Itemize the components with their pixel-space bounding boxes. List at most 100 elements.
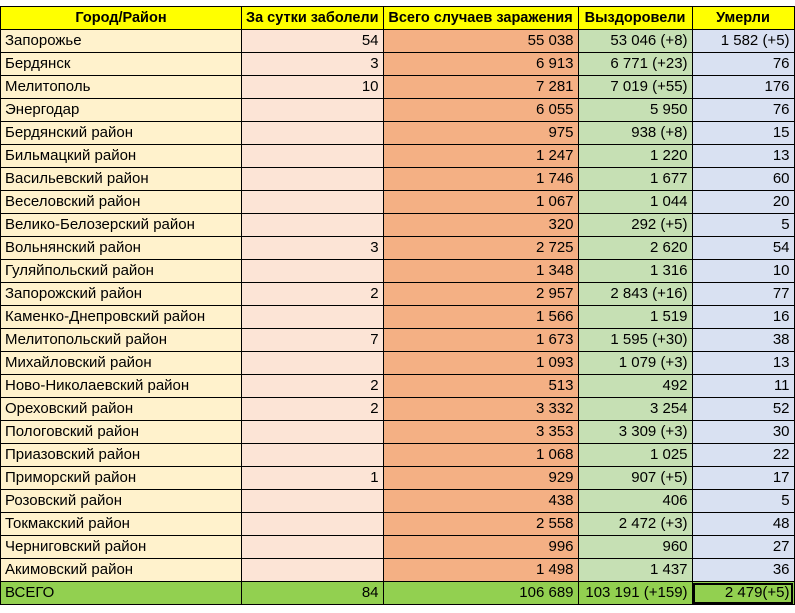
cell-recovered[interactable]: 907 (+5) [577, 466, 693, 490]
cell-total[interactable]: 975 [382, 121, 579, 145]
cell-total[interactable]: 1 068 [382, 443, 579, 467]
cell-daily[interactable] [241, 489, 384, 513]
cell-died[interactable]: 1 582 (+5) [691, 29, 795, 53]
cell-city[interactable]: Розовский район [0, 489, 242, 513]
cell-total[interactable]: 3 353 [382, 420, 579, 444]
cell-daily[interactable]: 1 [241, 466, 384, 490]
cell-died[interactable]: 5 [691, 489, 795, 513]
cell-daily[interactable] [241, 558, 384, 582]
header-total[interactable]: Всего случаев заражения [382, 6, 579, 30]
cell-total[interactable]: 7 281 [382, 75, 579, 99]
cell-total[interactable]: 1 746 [382, 167, 579, 191]
cell-daily[interactable] [241, 121, 384, 145]
cell-died[interactable]: 11 [691, 374, 795, 398]
cell-city[interactable]: Токмакский район [0, 512, 242, 536]
cell-recovered[interactable]: 1 220 [577, 144, 693, 168]
total-total-cell[interactable]: 106 689 [382, 581, 579, 605]
total-city-cell[interactable]: ВСЕГО [0, 581, 242, 605]
cell-recovered[interactable]: 3 254 [577, 397, 693, 421]
cell-city[interactable]: Васильевский район [0, 167, 242, 191]
cell-recovered[interactable]: 1 079 (+3) [577, 351, 693, 375]
total-daily-cell[interactable]: 84 [241, 581, 384, 605]
cell-recovered[interactable]: 1 044 [577, 190, 693, 214]
cell-died[interactable]: 77 [691, 282, 795, 306]
header-recovered[interactable]: Выздоровели [577, 6, 693, 30]
cell-total[interactable]: 2 957 [382, 282, 579, 306]
cell-died[interactable]: 38 [691, 328, 795, 352]
cell-daily[interactable] [241, 213, 384, 237]
cell-total[interactable]: 1 067 [382, 190, 579, 214]
cell-daily[interactable] [241, 190, 384, 214]
cell-died[interactable]: 60 [691, 167, 795, 191]
cell-died[interactable]: 16 [691, 305, 795, 329]
cell-total[interactable]: 1 566 [382, 305, 579, 329]
cell-daily[interactable] [241, 259, 384, 283]
cell-city[interactable]: Ново-Николаевский район [0, 374, 242, 398]
cell-city[interactable]: Пологовский район [0, 420, 242, 444]
cell-daily[interactable] [241, 98, 384, 122]
cell-recovered[interactable]: 1 025 [577, 443, 693, 467]
cell-city[interactable]: Каменко-Днепровский район [0, 305, 242, 329]
cell-total[interactable]: 3 332 [382, 397, 579, 421]
cell-died[interactable]: 52 [691, 397, 795, 421]
header-died[interactable]: Умерли [691, 6, 795, 30]
cell-recovered[interactable]: 5 950 [577, 98, 693, 122]
cell-city[interactable]: Бильмацкий район [0, 144, 242, 168]
cell-total[interactable]: 2 558 [382, 512, 579, 536]
cell-daily[interactable] [241, 144, 384, 168]
cell-died[interactable]: 30 [691, 420, 795, 444]
cell-city[interactable]: Черниговский район [0, 535, 242, 559]
cell-recovered[interactable]: 2 843 (+16) [577, 282, 693, 306]
cell-city[interactable]: Запорожье [0, 29, 242, 53]
cell-city[interactable]: Веселовский район [0, 190, 242, 214]
cell-total[interactable]: 1 348 [382, 259, 579, 283]
cell-daily[interactable]: 3 [241, 52, 384, 76]
cell-daily[interactable] [241, 512, 384, 536]
cell-died[interactable]: 76 [691, 52, 795, 76]
cell-recovered[interactable]: 2 472 (+3) [577, 512, 693, 536]
cell-died[interactable]: 54 [691, 236, 795, 260]
cell-died[interactable]: 13 [691, 144, 795, 168]
cell-city[interactable]: Ореховский район [0, 397, 242, 421]
cell-total[interactable]: 320 [382, 213, 579, 237]
cell-total[interactable]: 996 [382, 535, 579, 559]
total-recovered-cell[interactable]: 103 191 (+159) [577, 581, 693, 605]
cell-daily[interactable] [241, 167, 384, 191]
cell-city[interactable]: Бердянский район [0, 121, 242, 145]
cell-died[interactable]: 17 [691, 466, 795, 490]
cell-recovered[interactable]: 492 [577, 374, 693, 398]
cell-city[interactable]: Приазовский район [0, 443, 242, 467]
cell-died[interactable]: 10 [691, 259, 795, 283]
cell-daily[interactable] [241, 535, 384, 559]
cell-died[interactable]: 22 [691, 443, 795, 467]
cell-recovered[interactable]: 292 (+5) [577, 213, 693, 237]
cell-daily[interactable]: 2 [241, 397, 384, 421]
cell-died[interactable]: 27 [691, 535, 795, 559]
cell-city[interactable]: Гуляйпольский район [0, 259, 242, 283]
cell-daily[interactable]: 7 [241, 328, 384, 352]
cell-total[interactable]: 6 913 [382, 52, 579, 76]
cell-total[interactable]: 929 [382, 466, 579, 490]
cell-city[interactable]: Энергодар [0, 98, 242, 122]
cell-total[interactable]: 1 093 [382, 351, 579, 375]
cell-total[interactable]: 2 725 [382, 236, 579, 260]
cell-city[interactable]: Вольнянский район [0, 236, 242, 260]
cell-daily[interactable] [241, 420, 384, 444]
cell-daily[interactable]: 3 [241, 236, 384, 260]
cell-daily[interactable] [241, 351, 384, 375]
cell-city[interactable]: Приморский район [0, 466, 242, 490]
cell-daily[interactable]: 2 [241, 374, 384, 398]
cell-city[interactable]: Акимовский район [0, 558, 242, 582]
cell-recovered[interactable]: 3 309 (+3) [577, 420, 693, 444]
cell-recovered[interactable]: 1 677 [577, 167, 693, 191]
cell-died[interactable]: 36 [691, 558, 795, 582]
cell-city[interactable]: Запорожский район [0, 282, 242, 306]
cell-city[interactable]: Мелитополь [0, 75, 242, 99]
cell-recovered[interactable]: 53 046 (+8) [577, 29, 693, 53]
cell-recovered[interactable]: 406 [577, 489, 693, 513]
total-died-cell[interactable]: 2 479(+5) [691, 581, 795, 605]
cell-died[interactable]: 15 [691, 121, 795, 145]
cell-total[interactable]: 1 498 [382, 558, 579, 582]
cell-total[interactable]: 1 673 [382, 328, 579, 352]
cell-total[interactable]: 6 055 [382, 98, 579, 122]
